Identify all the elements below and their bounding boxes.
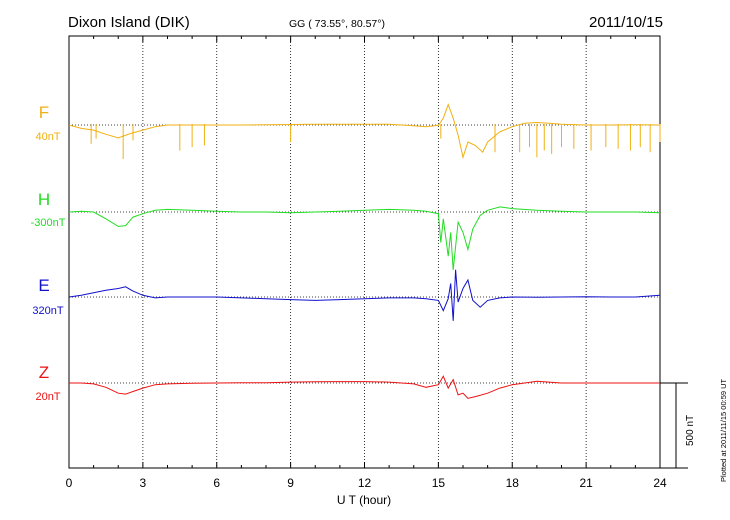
series-H-line	[68, 206, 661, 270]
x-tick-label-12: 12	[358, 476, 372, 490]
x-tick-label-9: 9	[287, 476, 294, 490]
station-title: Dixon Island (DIK)	[68, 14, 190, 31]
series-E-line	[68, 269, 661, 321]
x-tick-label-18: 18	[506, 476, 520, 490]
series-Z-baseline-label: 20nT	[35, 391, 60, 403]
series-H-name: H	[38, 190, 50, 209]
x-tick-label-21: 21	[579, 476, 593, 490]
series-F-baseline-label: 40nT	[35, 131, 60, 143]
series-F-line	[68, 103, 661, 160]
series-E-baseline-label: 320nT	[32, 305, 63, 317]
coordinates-label: GG ( 73.55°, 80.57°)	[289, 18, 385, 30]
series-E-name: E	[38, 276, 49, 295]
x-tick-label-24: 24	[653, 476, 667, 490]
x-tick-label-6: 6	[213, 476, 220, 490]
grid-lines	[142, 36, 587, 468]
x-tick-label-3: 3	[140, 476, 147, 490]
series-H-baseline-label: -300nT	[31, 217, 66, 229]
series-Z-name: Z	[39, 363, 49, 382]
date-label: 2011/10/15	[589, 14, 663, 31]
scale-bar-label: 500 nT	[685, 415, 696, 446]
x-tick-label-0: 0	[66, 476, 73, 490]
scale-bar: 500 nT	[660, 382, 696, 469]
x-axis-label: U T (hour)	[337, 493, 391, 507]
x-tick-label-15: 15	[432, 476, 446, 490]
series-Z-line	[69, 375, 660, 399]
series-F-name: F	[39, 103, 49, 122]
plotted-timestamp: Plotted at 2011/11/15 00:59 UT	[719, 378, 728, 482]
x-axis-ticks: 0 3 6 9 12 15 18 21 24	[66, 36, 667, 490]
series-layer: F 40nT H -300nT E 320nT Z 20nT	[31, 103, 661, 403]
